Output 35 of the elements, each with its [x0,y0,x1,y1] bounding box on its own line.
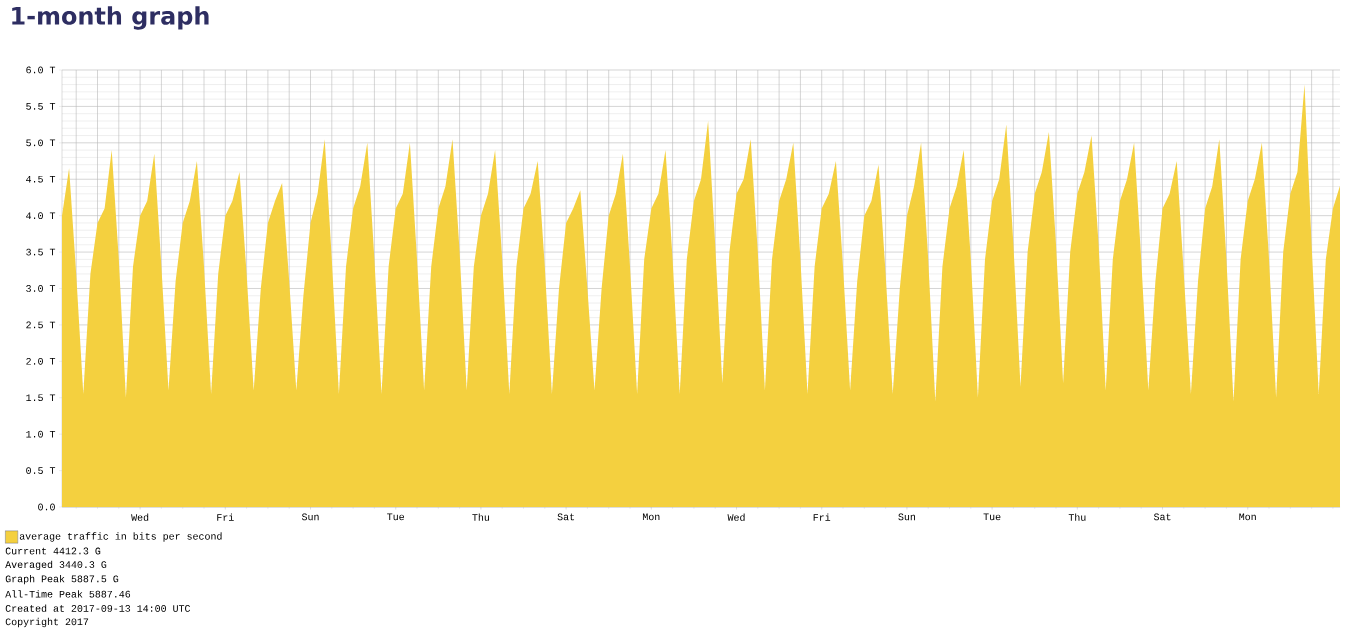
y-tick-label: 4.5 T [26,175,56,183]
y-tick-label: 2.5 T [26,321,56,329]
x-tick-label: Sat [1153,513,1171,521]
y-tick-label: 3.0 T [26,285,56,292]
text: Created at 2017-09-13 14:00 UTC [5,604,191,612]
text: Graph Peak 5887.5 G [5,574,119,585]
y-tick-label: 5.5 T [26,103,56,110]
y-tick-label: 5.0 T [26,139,56,147]
x-tick-label: Mon [1239,513,1256,521]
x-tick-label: Thu [472,513,490,521]
x-tick-label: Tue [387,513,405,521]
x-tick-label: Sat [557,513,575,521]
x-tick-label: Fri [813,513,831,521]
x-tick-label: Wed [727,513,745,521]
text: All-Time Peak 5887.46 [5,590,131,598]
x-tick-label: Thu [1068,513,1086,521]
text: Current 4412.3 G [5,547,101,555]
y-tick-label: 1.0 T [26,430,56,438]
y-tick-label: 6.0 T [26,66,56,74]
chart-title: 1-month graph [12,6,209,30]
legend-label: average traffic in bits per second [19,532,222,542]
text: Averaged 3440.3 G [5,560,107,570]
y-tick-label: 1.5 T [26,394,56,402]
x-tick-label: Fri [217,513,234,521]
y-tick-label: 0.5 T [26,467,56,474]
x-tick-label: Sun [301,513,319,521]
text: Copyright 2017 [5,617,89,628]
x-tick-label: Tue [983,513,1001,521]
x-tick-label: Mon [642,513,660,521]
y-tick-label: 3.5 T [26,248,56,256]
x-tick-label: Sun [898,513,916,521]
y-tick-label: 4.0 T [26,212,56,220]
y-tick-label: 2.0 T [26,357,56,365]
x-tick-label: Wed [131,513,149,521]
y-tick-label: 0.0 [38,503,55,511]
